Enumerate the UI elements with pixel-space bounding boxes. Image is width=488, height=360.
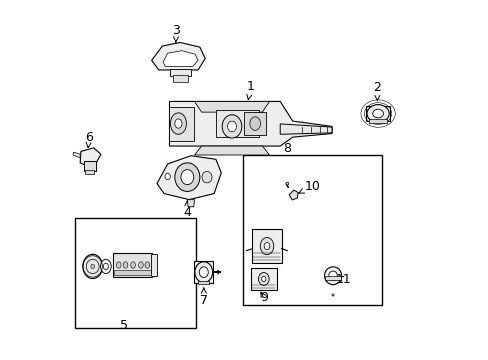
Ellipse shape — [123, 262, 127, 268]
Bar — [365, 106, 389, 121]
Ellipse shape — [372, 109, 383, 118]
Bar — [151, 254, 157, 276]
Polygon shape — [151, 42, 205, 70]
Bar — [83, 161, 96, 171]
Text: 10: 10 — [298, 180, 320, 193]
Bar — [114, 270, 151, 275]
Ellipse shape — [249, 117, 260, 130]
Bar — [198, 281, 209, 284]
Bar — [75, 217, 196, 328]
Ellipse shape — [324, 267, 341, 285]
Text: 2: 2 — [373, 81, 381, 100]
Ellipse shape — [170, 113, 186, 134]
Bar — [250, 268, 276, 290]
Polygon shape — [280, 124, 331, 134]
Polygon shape — [157, 156, 221, 200]
Ellipse shape — [258, 273, 268, 285]
Ellipse shape — [222, 115, 242, 138]
Ellipse shape — [101, 259, 111, 274]
Ellipse shape — [199, 267, 208, 278]
Ellipse shape — [116, 262, 121, 268]
Ellipse shape — [175, 163, 200, 192]
Polygon shape — [288, 190, 298, 200]
Bar — [368, 119, 386, 123]
Ellipse shape — [261, 276, 265, 282]
Text: 7: 7 — [200, 288, 207, 307]
Ellipse shape — [264, 243, 269, 249]
Bar — [242, 155, 381, 305]
Ellipse shape — [175, 119, 182, 128]
Polygon shape — [194, 102, 269, 112]
Bar — [216, 111, 258, 137]
Ellipse shape — [82, 254, 102, 279]
Polygon shape — [80, 148, 101, 166]
Ellipse shape — [181, 170, 193, 185]
Ellipse shape — [145, 262, 149, 268]
Polygon shape — [163, 51, 198, 66]
Ellipse shape — [260, 238, 273, 255]
Ellipse shape — [285, 182, 288, 185]
Bar — [85, 170, 94, 174]
Bar — [244, 112, 265, 135]
Polygon shape — [169, 102, 331, 146]
Ellipse shape — [164, 173, 170, 180]
Text: 1: 1 — [246, 80, 254, 100]
Polygon shape — [194, 146, 269, 155]
Text: 3: 3 — [172, 24, 180, 43]
Ellipse shape — [194, 262, 212, 283]
Bar — [170, 68, 190, 76]
Ellipse shape — [202, 171, 212, 183]
Ellipse shape — [138, 262, 143, 268]
Bar — [252, 229, 281, 263]
Bar — [173, 75, 188, 82]
Polygon shape — [73, 152, 80, 158]
Text: 4: 4 — [183, 201, 191, 219]
Ellipse shape — [91, 264, 94, 269]
Ellipse shape — [130, 262, 135, 268]
Text: 5: 5 — [120, 319, 127, 332]
Text: 8: 8 — [282, 142, 290, 155]
Ellipse shape — [331, 294, 333, 296]
Polygon shape — [169, 107, 194, 141]
Ellipse shape — [227, 121, 236, 132]
Bar — [193, 261, 213, 283]
Bar — [113, 253, 152, 277]
Bar — [325, 276, 340, 280]
Text: 11: 11 — [335, 273, 351, 286]
Polygon shape — [187, 200, 194, 207]
Ellipse shape — [103, 263, 108, 270]
Ellipse shape — [366, 105, 388, 122]
Ellipse shape — [328, 271, 337, 280]
Text: 6: 6 — [85, 131, 93, 148]
Text: 9: 9 — [259, 291, 267, 304]
